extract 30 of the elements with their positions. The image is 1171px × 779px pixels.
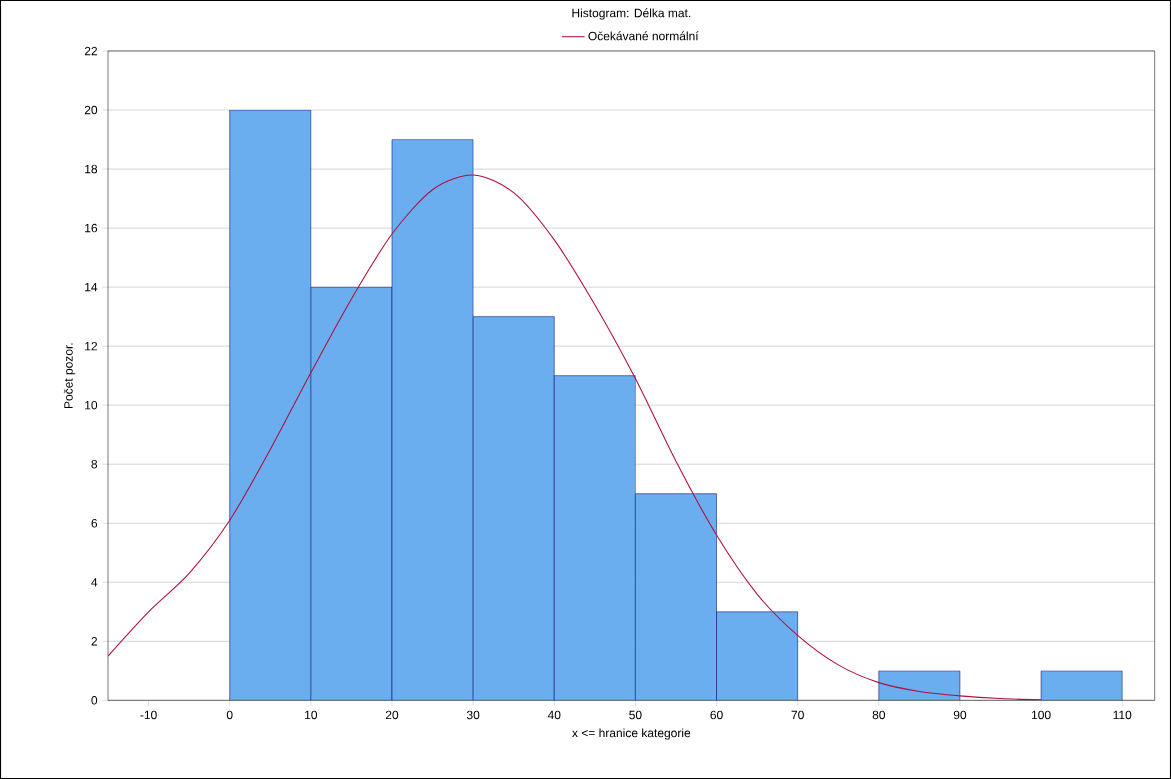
chart-title: Histogram: Délka mat. — [572, 8, 691, 20]
y-tick-label: 14 — [85, 282, 98, 292]
x-tick-label: 30 — [466, 710, 480, 720]
x-tick-label: 20 — [385, 710, 399, 720]
y-tick-label: 20 — [84, 105, 98, 115]
x-axis-title: x <= hranice kategorie — [572, 728, 691, 740]
y-tick-label: 0 — [91, 696, 98, 705]
y-tick-label: 10 — [85, 400, 98, 410]
line-series — [108, 174, 1042, 701]
x-tick-label: 80 — [872, 710, 886, 720]
y-axis-title: Počet pozor. — [63, 343, 76, 409]
x-tick-label: 70 — [791, 710, 804, 720]
y-tick-label: 12 — [85, 341, 97, 351]
x-tick-label: 100 — [1031, 710, 1051, 720]
legend-label: Očekávané normální — [588, 31, 699, 41]
x-tick-label: 10 — [305, 710, 318, 720]
x-tick-label: 110 — [1113, 710, 1132, 720]
y-tick-label: 8 — [91, 459, 98, 469]
x-tick-label: 0 — [226, 710, 233, 720]
x-tick-label: 90 — [953, 710, 967, 720]
y-tick-label: 18 — [85, 164, 98, 174]
y-tick-label: 4 — [91, 578, 98, 587]
x-tick-label: 40 — [547, 710, 561, 720]
y-tick-label: 16 — [85, 223, 98, 233]
x-tick-label: 60 — [710, 710, 723, 720]
x-tick-label: 50 — [629, 710, 642, 720]
y-tick-label: 2 — [91, 637, 97, 646]
x-tick-label: -10 — [140, 710, 157, 720]
y-tick-label: 22 — [84, 46, 97, 56]
y-tick-label: 6 — [91, 518, 98, 528]
